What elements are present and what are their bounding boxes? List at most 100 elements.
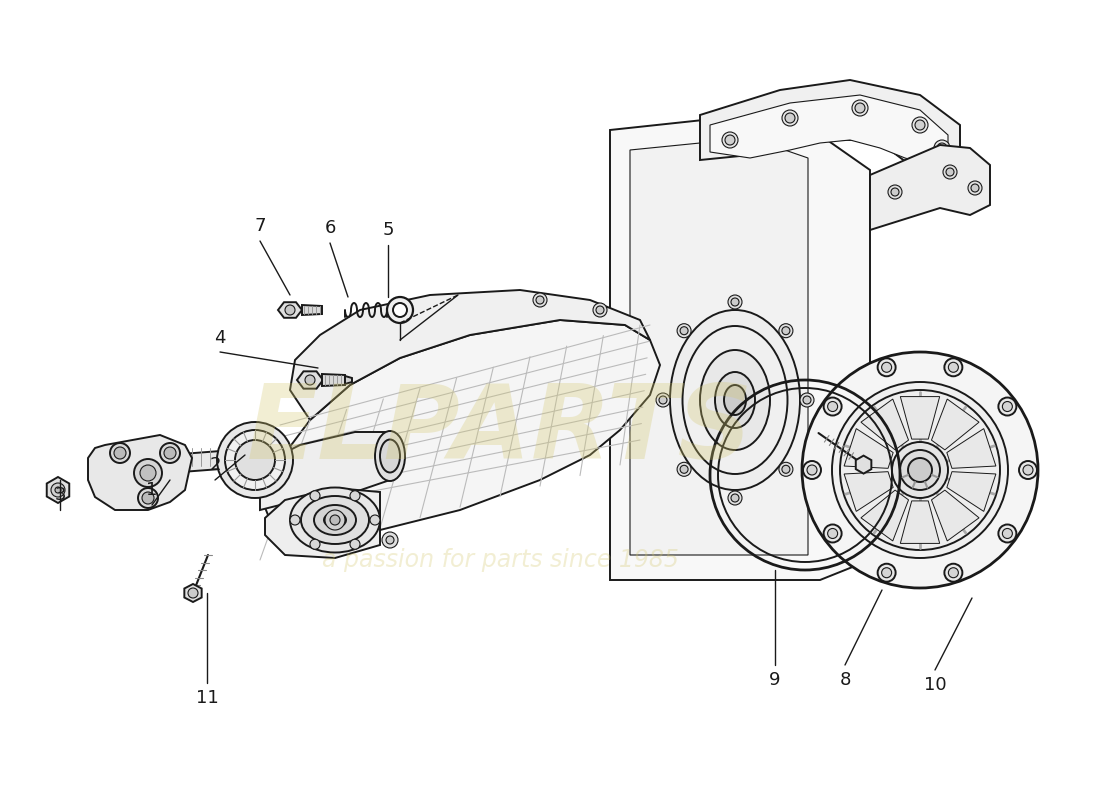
Circle shape [888, 185, 902, 199]
Circle shape [824, 398, 842, 415]
Circle shape [370, 515, 379, 525]
Ellipse shape [314, 505, 356, 535]
Polygon shape [861, 399, 909, 450]
Circle shape [807, 465, 817, 475]
Circle shape [285, 305, 295, 315]
Circle shape [945, 564, 962, 582]
Circle shape [908, 458, 932, 482]
Polygon shape [844, 429, 893, 468]
Ellipse shape [290, 487, 380, 553]
Circle shape [999, 398, 1016, 415]
Polygon shape [932, 399, 979, 450]
Circle shape [943, 165, 957, 179]
Circle shape [393, 303, 407, 317]
Circle shape [915, 120, 925, 130]
Text: ELPARTS: ELPARTS [246, 379, 754, 481]
Polygon shape [278, 302, 303, 318]
Circle shape [803, 396, 811, 404]
Circle shape [280, 496, 289, 504]
Circle shape [310, 539, 320, 550]
Polygon shape [870, 355, 945, 415]
Circle shape [1002, 402, 1012, 411]
Circle shape [878, 564, 895, 582]
Circle shape [852, 100, 868, 116]
Circle shape [840, 390, 1000, 550]
Circle shape [593, 303, 607, 317]
Circle shape [722, 132, 738, 148]
Polygon shape [265, 488, 379, 558]
Polygon shape [947, 472, 996, 511]
Circle shape [1019, 461, 1037, 479]
Polygon shape [185, 584, 201, 602]
Circle shape [235, 440, 275, 480]
Circle shape [927, 380, 933, 386]
Circle shape [290, 515, 300, 525]
Circle shape [728, 295, 743, 309]
Circle shape [878, 358, 895, 376]
Circle shape [534, 293, 547, 307]
Circle shape [803, 461, 821, 479]
Circle shape [160, 443, 180, 463]
Circle shape [802, 352, 1038, 588]
Circle shape [732, 298, 739, 306]
Circle shape [946, 168, 954, 176]
Circle shape [277, 492, 293, 508]
Polygon shape [932, 490, 979, 541]
Polygon shape [297, 371, 323, 389]
Circle shape [924, 377, 936, 389]
Polygon shape [947, 429, 996, 468]
Circle shape [889, 379, 901, 391]
Ellipse shape [324, 513, 346, 527]
Circle shape [891, 188, 899, 196]
Text: 2: 2 [209, 456, 221, 474]
Circle shape [680, 466, 689, 474]
Circle shape [55, 487, 60, 493]
Ellipse shape [379, 439, 400, 473]
Circle shape [678, 324, 691, 338]
Circle shape [596, 306, 604, 314]
Circle shape [971, 184, 979, 192]
Circle shape [656, 393, 670, 407]
Text: 6: 6 [324, 219, 336, 237]
Circle shape [142, 492, 154, 504]
Ellipse shape [301, 496, 368, 544]
Text: 10: 10 [924, 676, 946, 694]
Polygon shape [870, 145, 990, 230]
Circle shape [322, 517, 338, 533]
Polygon shape [290, 290, 650, 420]
Circle shape [782, 326, 790, 334]
Circle shape [217, 422, 293, 498]
Circle shape [937, 143, 947, 153]
Circle shape [948, 568, 958, 578]
Text: 1: 1 [146, 481, 157, 499]
Text: a passion for parts since 1985: a passion for parts since 1985 [321, 548, 679, 572]
Circle shape [326, 521, 334, 529]
Circle shape [968, 181, 982, 195]
Text: 4: 4 [214, 329, 225, 347]
Circle shape [350, 490, 360, 501]
Circle shape [138, 488, 158, 508]
Polygon shape [610, 115, 870, 580]
Circle shape [387, 297, 412, 323]
Circle shape [324, 510, 345, 530]
Circle shape [51, 483, 65, 497]
Circle shape [386, 536, 394, 544]
Circle shape [330, 515, 340, 525]
Polygon shape [856, 456, 871, 474]
Circle shape [188, 588, 198, 598]
Polygon shape [630, 138, 808, 555]
Circle shape [948, 362, 958, 372]
Circle shape [134, 459, 162, 487]
Circle shape [140, 465, 156, 481]
Circle shape [881, 568, 892, 578]
Circle shape [800, 393, 814, 407]
Circle shape [350, 539, 360, 550]
Circle shape [827, 529, 837, 538]
Circle shape [827, 402, 837, 411]
Polygon shape [155, 448, 260, 474]
Circle shape [945, 358, 962, 376]
Circle shape [779, 462, 793, 476]
Polygon shape [861, 490, 909, 541]
Circle shape [678, 462, 691, 476]
Circle shape [1023, 465, 1033, 475]
